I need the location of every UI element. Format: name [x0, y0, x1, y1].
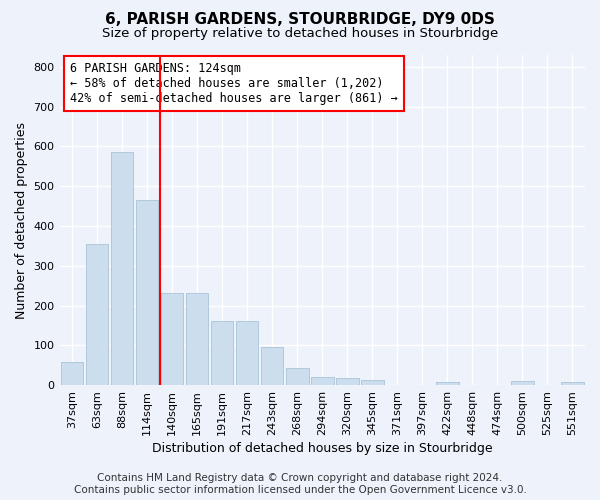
Bar — [261, 348, 283, 385]
Bar — [311, 377, 334, 385]
Bar — [86, 244, 109, 385]
Text: Size of property relative to detached houses in Stourbridge: Size of property relative to detached ho… — [102, 28, 498, 40]
Bar — [336, 378, 359, 385]
Bar — [136, 200, 158, 385]
Bar — [436, 382, 458, 385]
Bar — [211, 322, 233, 385]
Bar — [161, 293, 184, 385]
Text: 6 PARISH GARDENS: 124sqm
← 58% of detached houses are smaller (1,202)
42% of sem: 6 PARISH GARDENS: 124sqm ← 58% of detach… — [70, 62, 398, 104]
Text: 6, PARISH GARDENS, STOURBRIDGE, DY9 0DS: 6, PARISH GARDENS, STOURBRIDGE, DY9 0DS — [105, 12, 495, 28]
Bar — [61, 362, 83, 385]
Bar — [511, 381, 534, 385]
Bar — [236, 322, 259, 385]
Text: Contains HM Land Registry data © Crown copyright and database right 2024.
Contai: Contains HM Land Registry data © Crown c… — [74, 474, 526, 495]
Bar — [561, 382, 584, 385]
X-axis label: Distribution of detached houses by size in Stourbridge: Distribution of detached houses by size … — [152, 442, 493, 455]
Bar — [186, 293, 208, 385]
Bar — [361, 380, 383, 385]
Bar — [111, 152, 133, 385]
Bar — [286, 368, 308, 385]
Y-axis label: Number of detached properties: Number of detached properties — [15, 122, 28, 318]
